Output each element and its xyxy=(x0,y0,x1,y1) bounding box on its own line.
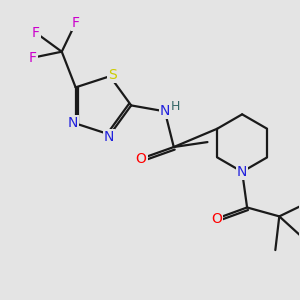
Text: F: F xyxy=(29,51,37,64)
Text: F: F xyxy=(72,16,80,30)
Text: O: O xyxy=(136,152,146,166)
Text: N: N xyxy=(68,116,78,130)
Text: O: O xyxy=(212,212,222,226)
Text: F: F xyxy=(32,26,40,40)
Text: N: N xyxy=(160,104,170,118)
Text: H: H xyxy=(171,100,180,113)
Text: N: N xyxy=(104,130,114,144)
Text: S: S xyxy=(108,68,117,82)
Text: N: N xyxy=(237,165,247,179)
